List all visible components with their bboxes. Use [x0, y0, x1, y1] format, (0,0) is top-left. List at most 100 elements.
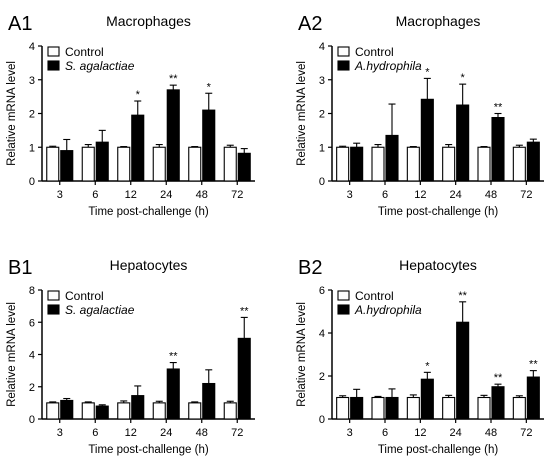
bar-treatment — [60, 399, 74, 420]
legend-swatch — [47, 60, 60, 71]
bar-treatment — [60, 150, 74, 182]
y-tick-label: 2 — [29, 382, 35, 394]
bar-treatment — [526, 141, 540, 182]
legend-swatch — [47, 304, 60, 315]
legend-label: Control — [65, 45, 104, 59]
bar-treatment — [166, 89, 180, 182]
bar-treatment — [131, 395, 145, 420]
bar-control — [81, 146, 95, 182]
y-axis-label: Relative mRNA level — [6, 61, 18, 166]
chart-title: Macrophages — [106, 13, 191, 29]
legend-swatch — [47, 290, 60, 301]
bar-treatment — [237, 152, 251, 182]
bar-control — [442, 396, 456, 420]
significance-marker: ** — [494, 102, 503, 114]
bar-control — [152, 402, 166, 420]
chart-title: Hepatocytes — [399, 257, 477, 273]
bar-control — [336, 396, 350, 420]
x-tick-label: 12 — [125, 427, 137, 439]
x-tick-label: 6 — [92, 189, 98, 201]
bar-control — [406, 146, 420, 182]
significance-marker: ** — [240, 305, 249, 317]
legend-label: Control — [65, 289, 104, 303]
significance-marker: ** — [169, 73, 178, 85]
bar-control — [81, 402, 95, 420]
bar-control — [117, 402, 131, 420]
x-axis-label: Time post-challenge (h) — [88, 444, 209, 456]
legend-label: A.hydrophila — [354, 59, 422, 73]
panel-label: A2 — [298, 13, 322, 35]
y-tick-label: 3 — [319, 75, 325, 87]
x-tick-label: 12 — [414, 189, 426, 201]
bar-control — [46, 402, 60, 420]
y-tick-label: 4 — [319, 328, 325, 340]
x-tick-label: 48 — [196, 189, 208, 201]
y-tick-label: 0 — [319, 176, 325, 188]
significance-marker: ** — [169, 351, 178, 363]
y-axis-label: Relative mRNA level — [6, 302, 18, 407]
bar-treatment — [95, 141, 109, 182]
significance-marker: * — [461, 72, 466, 84]
legend-swatch — [47, 46, 60, 57]
bar-treatment — [350, 146, 364, 182]
x-axis-label: Time post-challenge (h) — [88, 206, 209, 218]
bar-control — [406, 396, 420, 420]
y-tick-label: 2 — [319, 109, 325, 121]
x-tick-label: 3 — [57, 189, 63, 201]
significance-marker: * — [425, 66, 430, 78]
x-tick-label: 24 — [450, 427, 462, 439]
x-tick-label: 12 — [414, 427, 426, 439]
y-tick-label: 3 — [29, 75, 35, 87]
bar-control — [188, 402, 202, 420]
legend-swatch — [337, 60, 350, 71]
bar-control — [477, 396, 491, 420]
y-tick-label: 2 — [29, 109, 35, 121]
x-tick-label: 6 — [92, 427, 98, 439]
bar-control — [117, 146, 131, 182]
panel-label: B2 — [298, 257, 322, 279]
bar-treatment — [131, 114, 145, 182]
bar-control — [442, 146, 456, 182]
x-axis-label: Time post-challenge (h) — [378, 206, 499, 218]
significance-marker: * — [136, 89, 141, 101]
x-tick-label: 24 — [450, 189, 462, 201]
bar-control — [223, 146, 237, 182]
bar-treatment — [420, 378, 434, 420]
y-tick-label: 6 — [319, 285, 325, 297]
bar-control — [188, 146, 202, 182]
legend-label: A.hydrophila — [354, 303, 422, 317]
bar-control — [46, 146, 60, 182]
x-tick-label: 72 — [520, 427, 532, 439]
bar-control — [152, 146, 166, 182]
y-axis-label: Relative mRNA level — [296, 61, 308, 166]
y-tick-label: 0 — [319, 414, 325, 426]
bar-control — [512, 396, 526, 420]
x-tick-label: 48 — [485, 427, 497, 439]
bar-control — [336, 146, 350, 182]
x-tick-label: 6 — [382, 189, 388, 201]
legend-swatch — [337, 46, 350, 57]
y-tick-label: 2 — [319, 371, 325, 383]
significance-marker: * — [207, 81, 212, 93]
y-tick-label: 8 — [29, 285, 35, 297]
bar-treatment — [385, 396, 399, 420]
x-tick-label: 6 — [382, 427, 388, 439]
bar-treatment — [166, 368, 180, 420]
x-tick-label: 72 — [231, 427, 243, 439]
x-tick-label: 3 — [347, 427, 353, 439]
bar-treatment — [202, 382, 216, 420]
legend-label: Control — [355, 45, 394, 59]
bar-control — [371, 146, 385, 182]
x-tick-label: 12 — [125, 189, 137, 201]
bar-treatment — [95, 405, 109, 420]
bar-control — [223, 402, 237, 420]
x-tick-label: 72 — [231, 189, 243, 201]
y-tick-label: 4 — [29, 350, 35, 362]
y-tick-label: 1 — [29, 142, 35, 154]
x-tick-label: 3 — [347, 189, 353, 201]
